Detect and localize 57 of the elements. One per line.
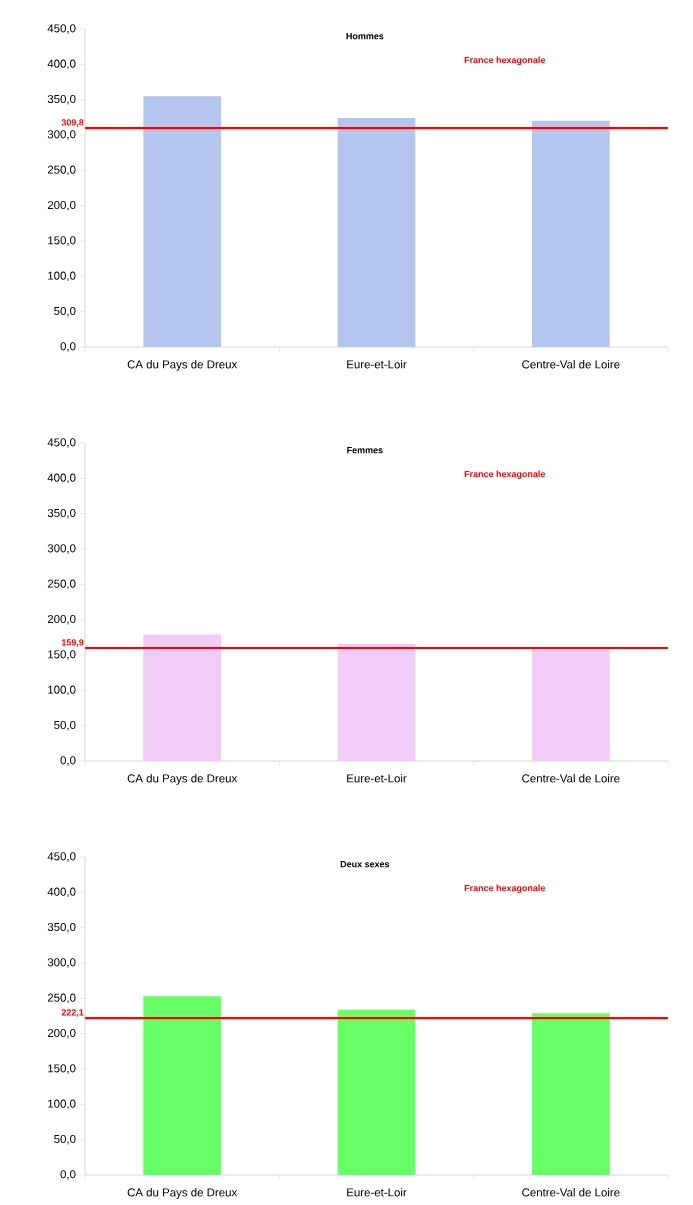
ref-line-label: France hexagonale: [464, 56, 546, 66]
y-tick-label: 0,0: [60, 342, 76, 352]
x-tick-label: Centre-Val de Loire: [522, 774, 620, 783]
y-tick-label: 350,0: [47, 922, 76, 933]
x-tick-label: Centre-Val de Loire: [522, 360, 620, 369]
y-tick-label: 100,0: [48, 271, 76, 282]
x-tick-label: Eure-et-Loir: [347, 360, 407, 369]
y-tick-label: 100,0: [48, 1099, 76, 1110]
y-tick-label: 200,0: [47, 614, 76, 625]
y-tick-label: 350,0: [47, 508, 76, 519]
text: 222,1: [61, 1009, 84, 1017]
y-tick-label: 50,0: [54, 306, 76, 317]
y-tick-label: 450,0: [47, 438, 76, 448]
x-tick-label: CA du Pays de Dreux: [127, 1188, 238, 1199]
chart-title: Deux sexes: [340, 861, 390, 868]
text: 309,8: [61, 119, 84, 127]
y-tick-label: 250,0: [47, 165, 76, 176]
chart-title: Femmes: [347, 447, 383, 454]
y-tick-label: 300,0: [47, 130, 76, 140]
y-tick-label: 150,0: [48, 236, 76, 246]
x-tick-label: Eure-et-Loir: [347, 774, 407, 783]
y-tick-label: 0,0: [60, 1170, 76, 1180]
y-tick-label: 450,0: [47, 24, 76, 34]
bar: [337, 1009, 416, 1176]
bar: [531, 647, 610, 761]
bar: [143, 634, 222, 761]
y-tick-label: 250,0: [47, 579, 76, 590]
bar: [337, 643, 416, 761]
y-tick-label: 450,0: [47, 852, 76, 862]
y-tick-label: 400,0: [47, 473, 76, 484]
y-tick-label: 150,0: [48, 1064, 76, 1074]
y-tick-label: 50,0: [54, 720, 76, 731]
x-tick-label: Centre-Val de Loire: [522, 1188, 620, 1197]
y-tick-label: 200,0: [47, 200, 76, 211]
y-tick-label: 50,0: [54, 1134, 76, 1145]
y-tick-label: 0,0: [60, 756, 76, 766]
ref-line-label: France hexagonale: [464, 884, 546, 894]
text: 159,9: [61, 639, 84, 647]
y-tick-label: 350,0: [47, 94, 76, 105]
y-tick-label: 150,0: [48, 650, 76, 660]
bar: [531, 120, 610, 347]
bar: [143, 996, 222, 1176]
x-tick-label: CA du Pays de Dreux: [127, 774, 238, 785]
y-tick-label: 400,0: [47, 887, 76, 898]
bar: [337, 118, 416, 347]
bar: [531, 1013, 610, 1176]
y-tick-label: 400,0: [47, 59, 76, 70]
bar: [143, 96, 222, 347]
y-tick-label: 100,0: [48, 685, 76, 696]
y-tick-label: 200,0: [47, 1028, 76, 1039]
y-tick-label: 300,0: [47, 544, 76, 554]
chart-title: Hommes: [346, 33, 384, 40]
x-tick-label: Eure-et-Loir: [347, 1188, 407, 1197]
y-tick-label: 250,0: [47, 993, 76, 1004]
y-tick-label: 300,0: [47, 958, 76, 968]
x-tick-label: CA du Pays de Dreux: [127, 360, 238, 371]
ref-line-label: France hexagonale: [464, 470, 546, 480]
